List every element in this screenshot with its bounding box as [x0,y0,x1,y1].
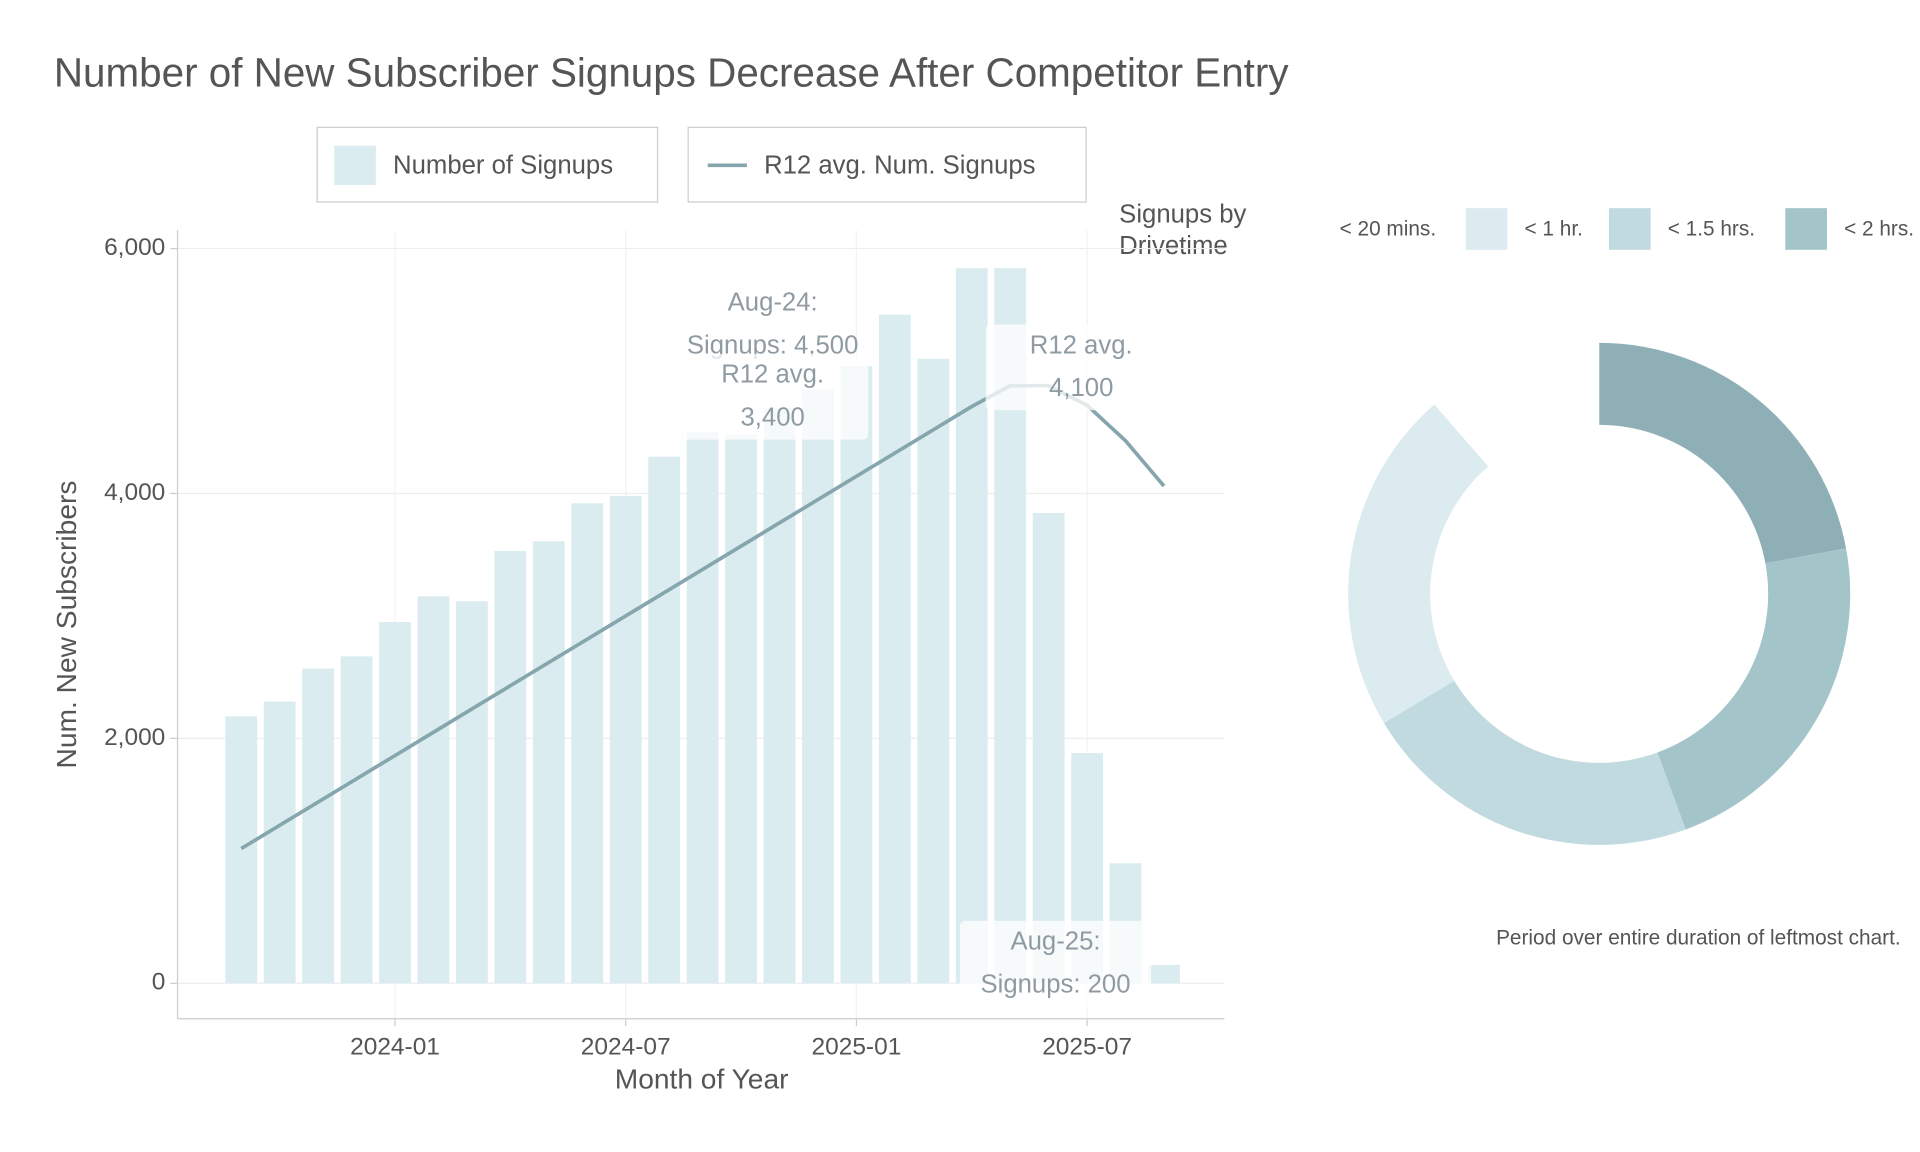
x-tick-label: 2024-07 [581,1034,671,1061]
y-tick-label: 2,000 [104,724,165,751]
bar [263,701,296,984]
y-tick-label: 0 [152,969,166,996]
bar [1032,513,1065,984]
legend-title: Drivetime [1119,232,1228,260]
bar [840,366,873,984]
bar [379,622,411,984]
bar [763,407,796,984]
annotation: Aug-25: [1010,928,1100,956]
x-tick-label: 2025-07 [1042,1034,1132,1061]
legend-label: < 1.5 hrs. [1668,218,1755,241]
y-axis-label: Num. New Subscribers [51,481,82,769]
bar [225,716,258,984]
annotation: R12 avg. [1030,331,1133,359]
x-axis-label: Month of Year [615,1064,789,1095]
bar [917,358,950,984]
legend-label: R12 avg. Num. Signups [764,151,1035,179]
donut-slice [1348,404,1489,724]
bar [609,495,642,984]
legend-label: Number of Signups [393,151,613,179]
donut-slice [1434,342,1600,467]
annotation: 3,400 [740,404,804,432]
legend-label: < 2 hrs. [1844,218,1914,241]
bar [340,656,373,984]
bar [725,434,757,984]
legend-swatch [1785,208,1827,250]
annotation: R12 avg. [721,361,824,389]
bar [802,389,834,984]
legend-label: < 1 hr. [1524,218,1582,241]
y-tick-label: 4,000 [104,479,165,506]
annotation-box [677,353,869,440]
annotation-box [960,920,1152,1007]
legend-swatch [334,145,376,185]
legend-title: Signups by [1119,200,1246,228]
donut-slice [1599,342,1847,564]
annotation: 4,100 [1049,374,1113,402]
donut-slice [1657,548,1851,830]
legend-swatch [1608,208,1651,250]
bar [417,596,450,984]
bar [302,668,335,984]
legend-label: < 20 mins. [1340,218,1437,241]
bar [1148,964,1180,984]
bar [648,456,681,984]
bar [878,314,911,984]
note: Period over entire duration of leftmost … [1496,927,1901,950]
bar [955,268,988,984]
annotation: Aug-24: [728,288,818,316]
donut-slice [1383,680,1686,845]
bar [571,503,604,984]
x-tick-label: 2024-01 [350,1034,440,1061]
chart-title: Number of New Subscriber Signups Decreas… [54,50,1289,96]
x-tick-label: 2025-01 [812,1034,902,1061]
bar [456,601,488,984]
bar [494,551,527,984]
annotation-box [985,324,1177,411]
bar [686,432,719,984]
annotation: Signups: 200 [980,971,1130,999]
legend-box [687,126,1087,203]
y-tick-label: 6,000 [104,234,165,261]
legend-swatch [1465,208,1508,250]
bar [532,541,565,984]
